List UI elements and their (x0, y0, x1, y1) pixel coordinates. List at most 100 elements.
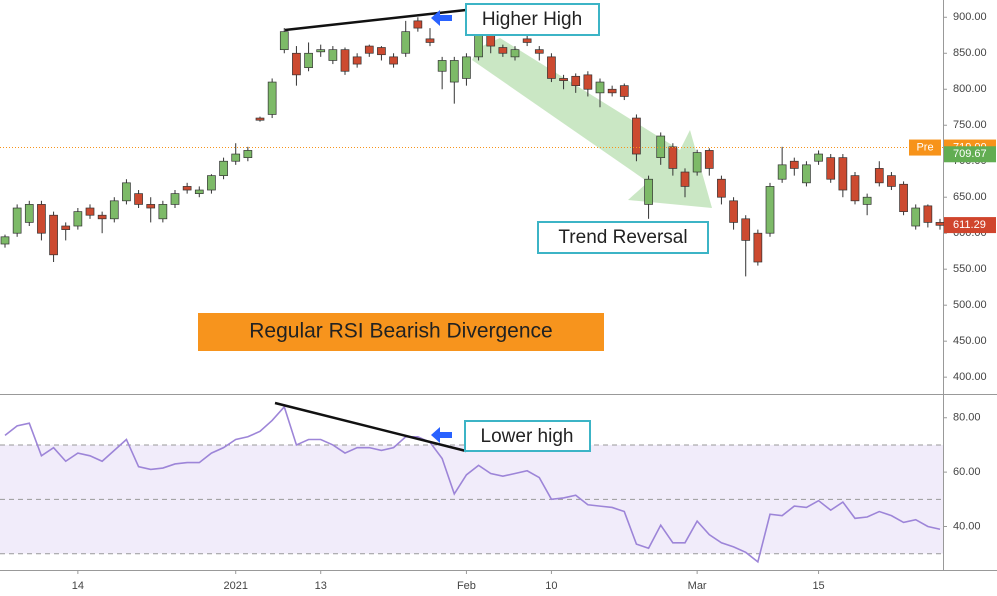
candle-body (279, 31, 289, 51)
candle-body (158, 204, 168, 220)
candle-body (717, 178, 726, 198)
candle-body (656, 135, 666, 158)
candle-body (777, 164, 787, 180)
candle-body (437, 60, 447, 72)
candle-body (862, 196, 872, 205)
x-tick-label: 13 (315, 580, 327, 592)
candle-body (364, 45, 374, 54)
candle-body (49, 214, 58, 256)
candle-body (73, 211, 83, 227)
candle-body (340, 49, 350, 72)
candle-body (267, 81, 277, 115)
candle-body (170, 193, 180, 205)
x-tick-label: 14 (72, 580, 84, 592)
annotation-box (464, 420, 591, 452)
candle-body (85, 207, 95, 216)
candle-body (802, 164, 811, 184)
candle-body (680, 171, 690, 187)
title-box (198, 313, 604, 351)
y-tick-label: 60.00 (953, 466, 981, 478)
candle-body (753, 232, 763, 263)
pre-box (909, 139, 941, 156)
x-tick-label: Mar (688, 580, 707, 592)
candle-body (498, 47, 508, 54)
candle-body (231, 153, 241, 162)
candle-body (207, 175, 216, 191)
candle-body (61, 225, 71, 230)
candle-body (923, 205, 933, 223)
candle-body (122, 182, 131, 202)
candle-body (632, 117, 641, 155)
y-tick-label: 40.00 (953, 520, 981, 532)
y-tick-label: 500.00 (953, 299, 987, 311)
candle-body (826, 157, 836, 180)
price-marker-label: 709.67 (953, 148, 987, 160)
candle-body (547, 56, 556, 79)
candle-body (304, 52, 313, 69)
candle-body (607, 88, 617, 94)
candle-body (765, 186, 775, 234)
candle-body (874, 168, 884, 184)
annotation: Lower high (481, 426, 574, 447)
candle-body (741, 218, 751, 241)
candle-body (729, 200, 738, 223)
candle-body (24, 204, 34, 223)
y-tick-label: 550.00 (953, 263, 987, 275)
candle-body (37, 204, 46, 234)
candle-body (401, 31, 411, 54)
candle-body (425, 38, 435, 43)
candle-body (619, 85, 629, 97)
candle-body (462, 56, 471, 79)
blue-arrow (431, 10, 452, 26)
candle-body (935, 222, 945, 226)
candle-body (146, 204, 156, 209)
price-marker-label: 611.29 (953, 219, 986, 231)
y-tick-label: 750.00 (953, 119, 987, 131)
candle-body (644, 178, 653, 205)
trend-arrow (472, 38, 712, 208)
annotation: Higher High (482, 9, 582, 30)
candle-body (12, 207, 22, 234)
candle-body (0, 236, 10, 245)
candle-body (377, 47, 386, 56)
candle-body (449, 60, 459, 83)
candle-body (474, 34, 483, 58)
candle-body (292, 52, 301, 76)
higher-high-line (284, 8, 467, 32)
y-tick-label: 450.00 (953, 335, 987, 347)
y-tick-label: 800.00 (953, 83, 987, 95)
candle-body (583, 74, 593, 90)
candle-body (389, 56, 398, 65)
candle-body (668, 146, 678, 169)
price-marker (944, 146, 996, 163)
x-tick-label: 2021 (223, 580, 247, 592)
chart-title: Regular RSI Bearish Divergence (249, 320, 552, 343)
candle-body (559, 78, 568, 81)
y-tick-label: 80.00 (953, 412, 981, 424)
candle-body (243, 150, 253, 158)
x-tick-label: Feb (457, 580, 476, 592)
candle-body (134, 193, 143, 205)
annotation-box (537, 221, 709, 254)
y-tick-label: 850.00 (953, 47, 987, 59)
candle-body (534, 49, 544, 54)
candle-body (838, 157, 848, 191)
candle-body (571, 75, 581, 87)
annotation: Trend Reversal (558, 227, 687, 248)
lower-high-line (274, 401, 467, 453)
y-tick-label: 400.00 (953, 371, 987, 383)
candle-body (328, 49, 338, 61)
candle-body (789, 160, 799, 169)
candle-body (352, 56, 362, 65)
candle-body (595, 81, 605, 94)
candle-body (692, 152, 702, 173)
candle-body (486, 34, 496, 47)
candle-body (109, 200, 119, 220)
rsi-line (4, 405, 941, 564)
candle-body (255, 117, 265, 121)
candle-body (316, 49, 326, 53)
candle-body (704, 150, 714, 169)
y-tick-label: 650.00 (953, 191, 987, 203)
